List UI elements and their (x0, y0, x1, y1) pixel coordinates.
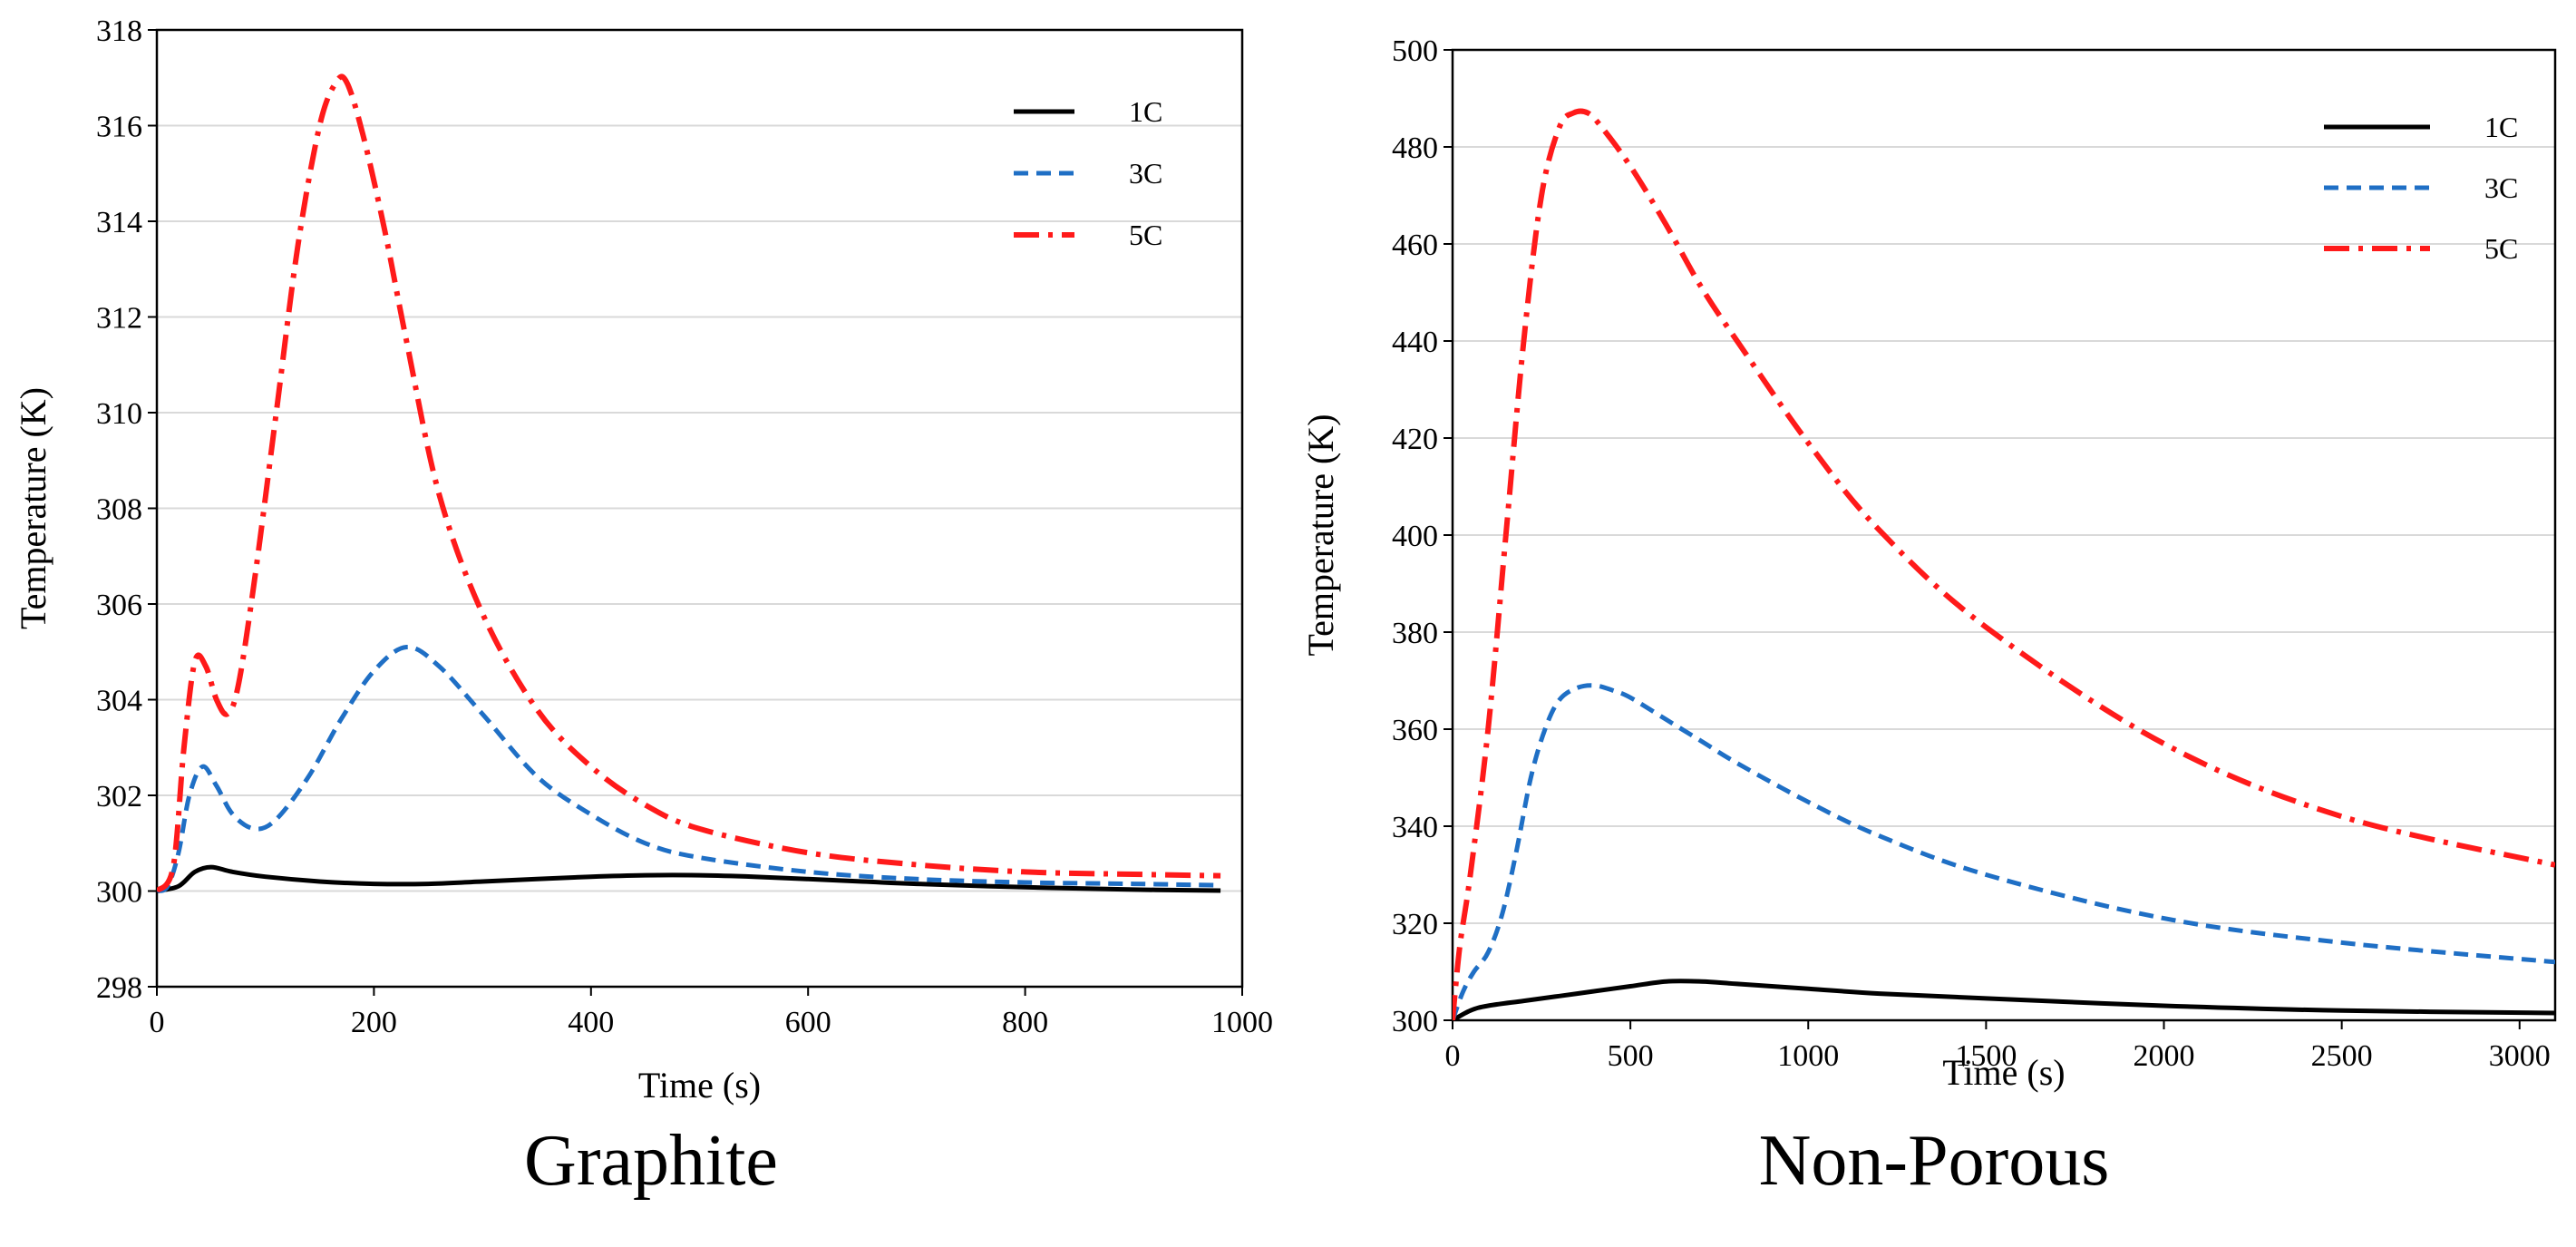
x-tick-label: 1000 (1777, 1039, 1839, 1073)
chart-non-porous: 300 320 340 360 380 400 420 440 460 480 500 0 500 100… (1300, 34, 2557, 1093)
y-tick-label: 298 (96, 971, 142, 1005)
x-tick-label: 3000 (2489, 1039, 2551, 1073)
y-tick-label: 306 (96, 589, 142, 622)
y-tick-label: 310 (96, 397, 142, 431)
x-tick-label: 0 (1445, 1039, 1461, 1073)
x-tick-label: 400 (568, 1006, 614, 1039)
legend-label: 3C (1129, 157, 1162, 190)
plot-frame (155, 28, 1244, 989)
series-line-1C (157, 864, 1221, 893)
y-tick-label: 360 (1392, 714, 1438, 747)
y-tick-label: 318 (96, 15, 142, 48)
x-tick-label: 800 (1002, 1006, 1048, 1039)
y-tick-label: 440 (1392, 326, 1438, 359)
x-axis-title: Time (s) (638, 1065, 761, 1106)
legend-label: 5C (1129, 219, 1162, 251)
legend-label: 1C (2484, 111, 2518, 143)
legend-label: 1C (1129, 95, 1162, 128)
y-tick-label: 300 (1392, 1005, 1438, 1038)
y-tick-label: 300 (96, 876, 142, 910)
y-tick-label: 308 (96, 493, 142, 527)
y-tick-label: 500 (1392, 34, 1438, 68)
series-line-5C (1453, 108, 2555, 1020)
series-line-3C (157, 644, 1221, 893)
y-tick-label: 420 (1392, 423, 1438, 456)
y-axis-title: Temperature (K) (1300, 414, 1341, 656)
series-line-5C (157, 73, 1221, 893)
caption-graphite: Graphite (524, 1121, 778, 1201)
x-tick-label: 600 (785, 1006, 831, 1039)
y-tick-label: 340 (1392, 811, 1438, 844)
caption-non-porous: Non-Porous (1758, 1121, 2110, 1201)
x-axis-title: Time (s) (1942, 1052, 2065, 1093)
series-line-1C (1453, 979, 2555, 1020)
x-tick-label: 2000 (2134, 1039, 2195, 1073)
y-tick-label: 302 (96, 780, 142, 813)
x-tick-label: 0 (150, 1006, 165, 1039)
y-tick-label: 316 (96, 111, 142, 144)
y-tick-label: 400 (1392, 520, 1438, 553)
y-tick-label: 480 (1392, 132, 1438, 165)
y-tick-label: 380 (1392, 617, 1438, 650)
series-line-3C (1453, 683, 2555, 1020)
legend-label: 3C (2484, 171, 2518, 204)
y-tick-label: 320 (1392, 908, 1438, 941)
y-tick-label: 460 (1392, 229, 1438, 262)
x-tick-label: 200 (351, 1006, 397, 1039)
x-tick-label: 500 (1608, 1039, 1654, 1073)
chart-graphite: 298 300 302 304 306 308 310 312 314 316 318 0 200 400… (13, 15, 1273, 1106)
y-tick-label: 312 (96, 302, 142, 336)
plot-frame (1451, 48, 2557, 1022)
y-tick-label: 304 (96, 685, 142, 718)
x-tick-label: 1000 (1211, 1006, 1273, 1039)
x-tick-label: 2500 (2311, 1039, 2373, 1073)
x-tick-label: 1500 (1955, 1039, 2017, 1073)
y-axis-title: Temperature (K) (13, 387, 53, 629)
legend-label: 5C (2484, 232, 2518, 265)
y-tick-label: 314 (96, 206, 142, 239)
